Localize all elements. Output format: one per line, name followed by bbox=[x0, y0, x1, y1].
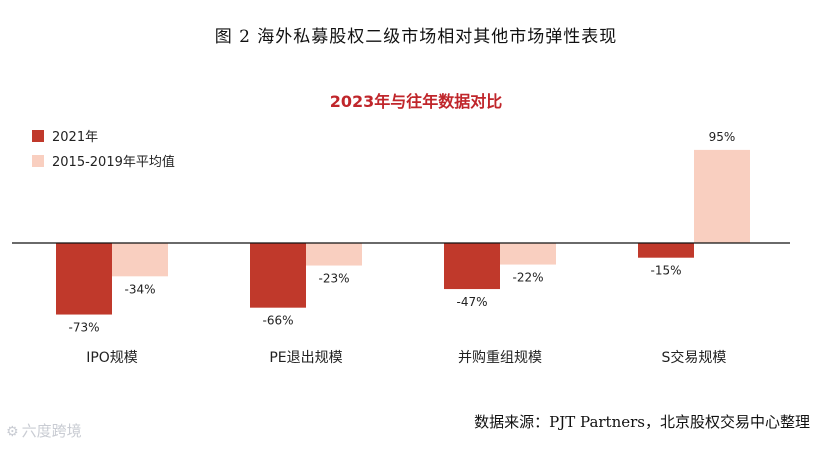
legend-label-2: 2015-2019年平均值 bbox=[52, 154, 175, 170]
source-note: 数据来源：PJT Partners，北京股权交易中心整理 bbox=[474, 413, 810, 431]
category-label-2: PE退出规模 bbox=[269, 350, 342, 366]
legend-swatch-2 bbox=[32, 155, 44, 167]
data-label-1-1: -73% bbox=[68, 321, 99, 335]
data-label-1-3: -47% bbox=[456, 295, 487, 309]
category-label-3: 并购重组规模 bbox=[458, 350, 542, 366]
bar-2-2 bbox=[306, 243, 362, 266]
bar-2-4 bbox=[694, 149, 750, 243]
watermark: ⚙ 六度跨境 bbox=[6, 420, 82, 441]
figure-title: 图 2 海外私募股权二级市场相对其他市场弹性表现 bbox=[214, 27, 618, 47]
bar-1-1 bbox=[56, 243, 112, 315]
data-label-1-2: -66% bbox=[262, 314, 293, 328]
category-label-1: IPO规模 bbox=[86, 350, 138, 366]
data-label-2-1: -34% bbox=[124, 282, 155, 296]
bar-2-3 bbox=[500, 243, 556, 265]
data-label-1-4: -15% bbox=[650, 264, 681, 278]
bar-1-3 bbox=[444, 243, 500, 290]
data-label-2-3: -22% bbox=[512, 271, 543, 285]
category-label-4: S交易规模 bbox=[662, 349, 727, 366]
data-label-2-2: -23% bbox=[318, 272, 349, 286]
bar-1-4 bbox=[638, 243, 694, 258]
watermark-text: 六度跨境 bbox=[21, 422, 82, 440]
data-label-2-4: 95% bbox=[709, 130, 736, 144]
bar-2-1 bbox=[112, 243, 168, 277]
legend-label-1: 2021年 bbox=[52, 130, 98, 145]
chart-title: 2023年与往年数据对比 bbox=[330, 92, 503, 111]
bar-1-2 bbox=[250, 243, 306, 308]
watermark-logo-icon: ⚙ bbox=[6, 424, 19, 440]
legend-swatch-1 bbox=[32, 130, 44, 142]
